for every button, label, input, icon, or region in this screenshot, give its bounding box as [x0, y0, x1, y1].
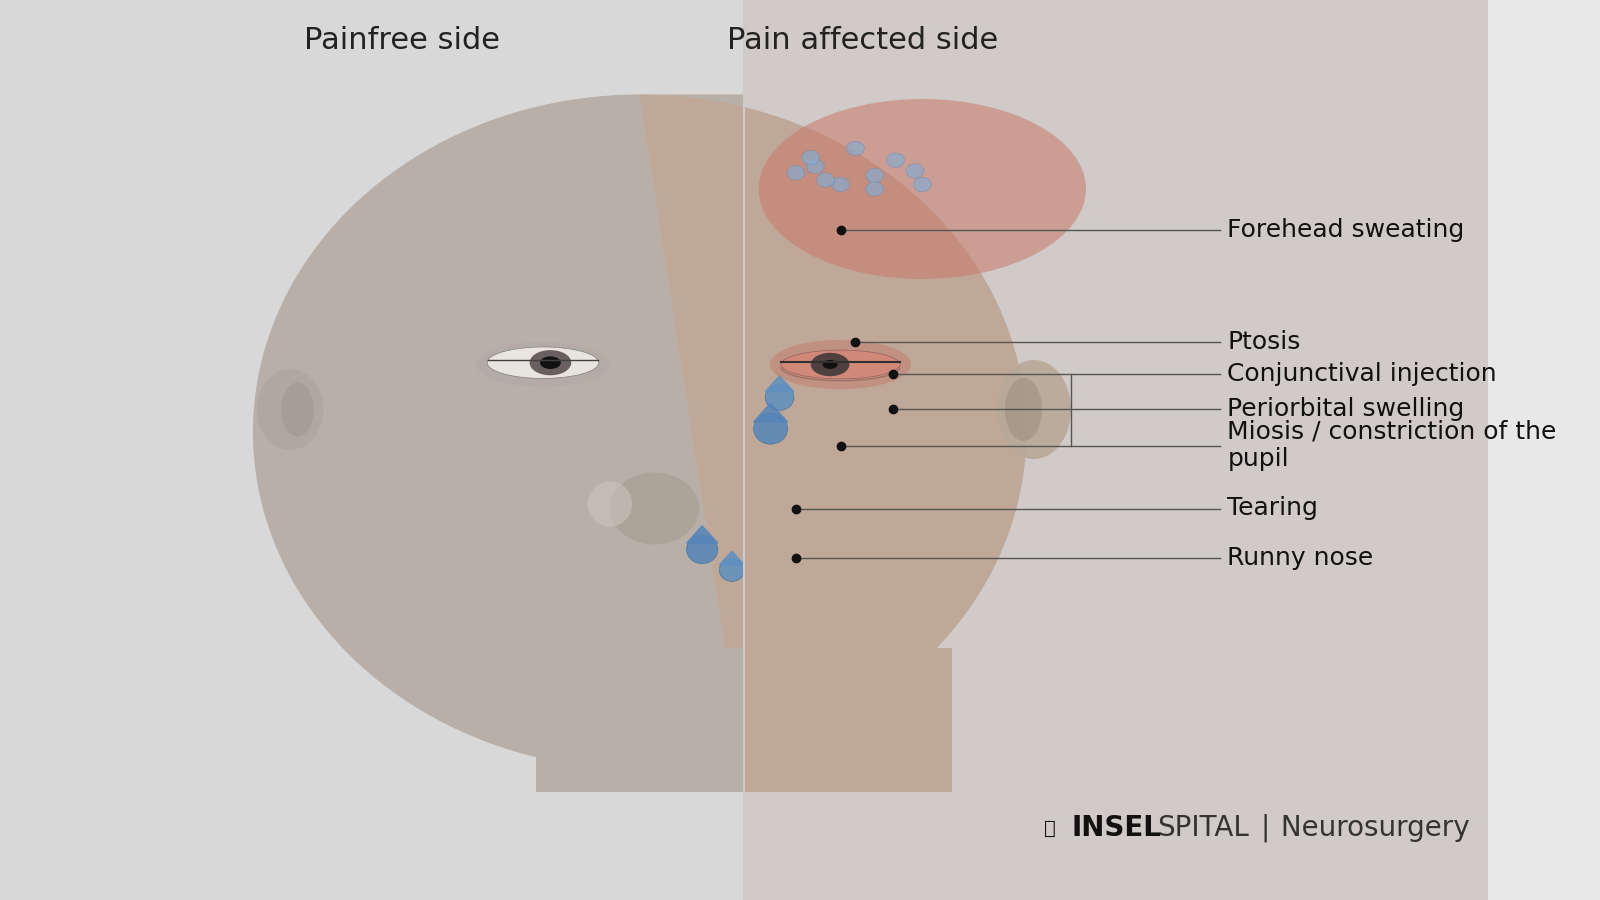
Ellipse shape: [686, 536, 718, 563]
Polygon shape: [754, 403, 787, 422]
Ellipse shape: [787, 166, 805, 180]
Ellipse shape: [486, 347, 598, 379]
Text: Forehead sweating: Forehead sweating: [1227, 218, 1464, 241]
Polygon shape: [720, 551, 744, 565]
Polygon shape: [686, 526, 718, 543]
Text: Conjunctival injection: Conjunctival injection: [1227, 362, 1498, 385]
Circle shape: [811, 353, 850, 376]
Ellipse shape: [610, 472, 699, 544]
Ellipse shape: [866, 168, 883, 183]
Circle shape: [822, 360, 837, 369]
Ellipse shape: [587, 482, 632, 526]
Text: Tearing: Tearing: [1227, 497, 1318, 520]
Text: |: |: [1261, 814, 1269, 842]
Ellipse shape: [765, 384, 794, 410]
Ellipse shape: [802, 150, 819, 165]
FancyBboxPatch shape: [536, 648, 744, 792]
Text: Periorbital swelling: Periorbital swelling: [1227, 398, 1464, 421]
Ellipse shape: [754, 413, 787, 444]
Text: Pain affected side: Pain affected side: [726, 26, 998, 55]
Text: SPITAL: SPITAL: [1157, 814, 1250, 842]
Ellipse shape: [720, 559, 744, 581]
Text: Miosis / constriction of the
pupil: Miosis / constriction of the pupil: [1227, 419, 1557, 472]
Ellipse shape: [282, 382, 314, 436]
PathPatch shape: [640, 94, 1027, 770]
Ellipse shape: [914, 177, 931, 192]
Text: INSEL: INSEL: [1070, 814, 1162, 842]
FancyBboxPatch shape: [0, 0, 744, 900]
Text: Neurosurgery: Neurosurgery: [1272, 814, 1469, 842]
Circle shape: [541, 356, 562, 369]
Text: 🔱: 🔱: [1045, 818, 1056, 838]
Ellipse shape: [781, 350, 901, 379]
Ellipse shape: [256, 369, 323, 450]
Ellipse shape: [806, 159, 824, 174]
Text: Ptosis: Ptosis: [1227, 330, 1301, 354]
Text: Painfree side: Painfree side: [304, 26, 499, 55]
Ellipse shape: [906, 164, 923, 178]
Ellipse shape: [1005, 378, 1042, 441]
Ellipse shape: [816, 173, 835, 187]
FancyBboxPatch shape: [744, 648, 952, 792]
Ellipse shape: [886, 153, 904, 167]
Ellipse shape: [866, 182, 883, 196]
Ellipse shape: [758, 99, 1086, 279]
Ellipse shape: [846, 141, 864, 156]
Ellipse shape: [477, 342, 610, 387]
PathPatch shape: [253, 94, 744, 770]
Polygon shape: [765, 376, 794, 392]
Circle shape: [530, 350, 571, 375]
Text: Runny nose: Runny nose: [1227, 546, 1373, 570]
Ellipse shape: [832, 177, 850, 192]
Ellipse shape: [770, 339, 910, 389]
Ellipse shape: [997, 360, 1070, 459]
FancyBboxPatch shape: [744, 0, 1488, 900]
